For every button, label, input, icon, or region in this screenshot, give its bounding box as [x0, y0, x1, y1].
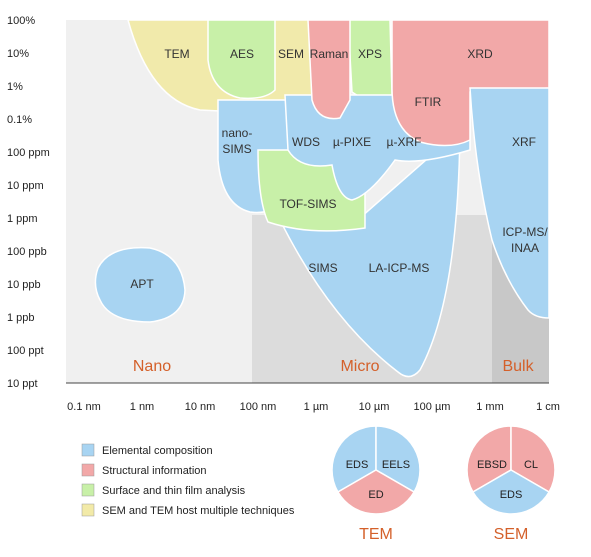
legend-swatch [81, 443, 95, 457]
y-tick-label: 100% [7, 15, 35, 27]
y-tick-label: 1 ppb [7, 312, 35, 324]
apt-region [94, 246, 186, 323]
label-sims: SIMS [308, 261, 337, 275]
zone-label-bulk: Bulk [502, 358, 534, 375]
legend: Elemental composition Structural informat… [81, 443, 295, 517]
y-tick-label: 10 ppt [7, 378, 38, 390]
pie-charts: EDS EELS ED TEM EBSD CL EDS SEM [331, 425, 556, 543]
x-axis: 0.1 nm 1 nm 10 nm 100 nm 1 µm 10 µm 100 µm 1 mm… [67, 401, 560, 413]
y-tick-label: 1% [7, 81, 23, 93]
x-tick-label: 0.1 nm [67, 401, 101, 413]
y-tick-label: 100 ppt [7, 345, 44, 357]
x-tick-label: 10 µm [359, 401, 390, 413]
label-xps: XPS [358, 47, 382, 61]
y-tick-label: 10 ppm [7, 180, 44, 192]
pie-title: SEM [494, 526, 529, 543]
legend-label: Surface and thin film analysis [102, 485, 246, 497]
y-tick-label: 1 ppm [7, 213, 38, 225]
y-tick-label: 100 ppm [7, 147, 50, 159]
y-axis: 100% 10% 1% 0.1% 100 ppm 10 ppm 1 ppm 100 ppb 10… [7, 15, 50, 390]
x-tick-label: 1 nm [130, 401, 154, 413]
legend-swatch [81, 503, 95, 517]
pie-slice-label: EELS [382, 459, 410, 471]
label-icp-ms-inaa: ICP-MS/INAA [502, 225, 548, 255]
legend-swatch [81, 483, 95, 497]
label-raman: Raman [310, 47, 349, 61]
label-xrf: XRF [512, 135, 536, 149]
pie-slice-label: CL [524, 459, 538, 471]
x-tick-label: 100 µm [414, 401, 451, 413]
label-nano-sims: nano-SIMS [222, 126, 253, 156]
label-wds: WDS [292, 135, 320, 149]
x-tick-label: 100 nm [240, 401, 277, 413]
zone-label-micro: Micro [340, 358, 379, 375]
xrf-icp-region [469, 87, 550, 319]
x-tick-label: 1 µm [304, 401, 329, 413]
y-tick-label: 0.1% [7, 114, 32, 126]
label-la-icp-ms: LA-ICP-MS [369, 261, 430, 275]
raman-region [307, 19, 351, 120]
pie-slice [336, 469, 416, 515]
pie-slice-label: EDS [346, 459, 369, 471]
aes-region [207, 19, 276, 100]
x-tick-label: 1 mm [476, 401, 504, 413]
label-sem: SEM [278, 47, 304, 61]
x-tick-label: 1 cm [536, 401, 560, 413]
y-tick-label: 10% [7, 48, 29, 60]
label-xrd: XRD [467, 47, 493, 61]
pie-slice-label: ED [368, 489, 383, 501]
label-tem: TEM [164, 47, 189, 61]
pie-title: TEM [359, 526, 393, 543]
label-ftir: FTIR [415, 95, 442, 109]
legend-swatch [81, 463, 95, 477]
pie-slice-label: EBSD [477, 459, 507, 471]
y-tick-label: 10 ppb [7, 279, 41, 291]
legend-label: SEM and TEM host multiple techniques [102, 505, 295, 517]
y-tick-label: 100 ppb [7, 246, 47, 258]
xrd-ftir-region [391, 19, 550, 147]
label-apt: APT [130, 277, 154, 291]
legend-label: Elemental composition [102, 445, 213, 457]
x-tick-label: 10 nm [185, 401, 216, 413]
pie-slice [471, 469, 551, 515]
zone-label-nano: Nano [133, 358, 171, 375]
label-u-pixe: µ-PIXE [333, 135, 371, 149]
label-aes: AES [230, 47, 254, 61]
label-tof-sims: TOF-SIMS [279, 197, 336, 211]
label-u-xrf: µ-XRF [387, 135, 422, 149]
legend-label: Structural information [102, 465, 207, 477]
pie-slice-label: EDS [500, 489, 523, 501]
